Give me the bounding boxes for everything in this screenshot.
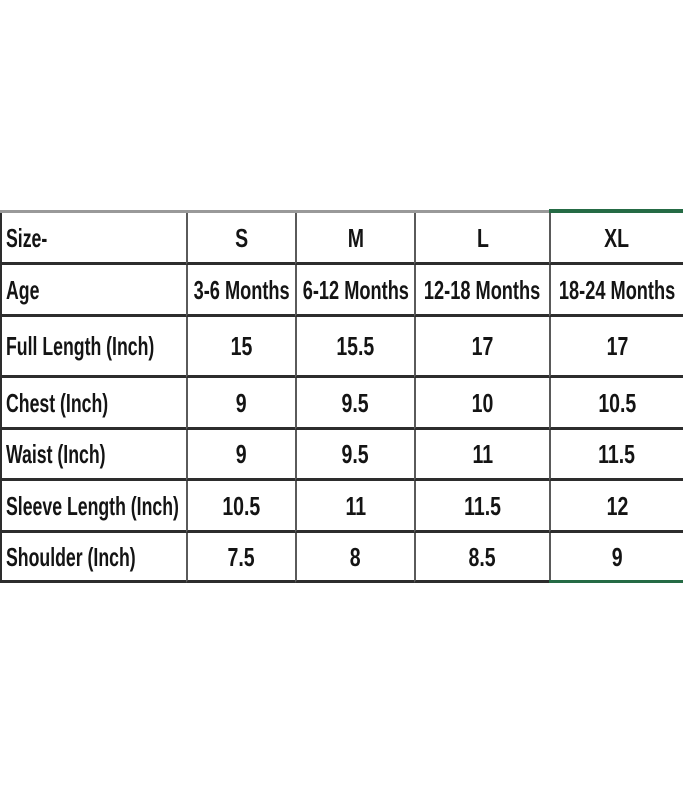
measurement-label: Chest (Inch) [6,387,109,418]
measurement-value: 11 [345,490,366,521]
measurement-value: 17 [606,331,628,361]
measurement-value-cell: 11 [414,430,549,481]
age-value-cell-m: 6-12 Months [295,265,414,317]
measurement-value-cell: 17 [414,317,549,378]
age-value-s: 3-6 Months [193,274,290,305]
measurement-value: 11.5 [464,490,501,521]
measurement-value-cell: 9 [186,430,295,481]
measurement-value-cell: 15 [186,317,295,378]
measurement-value: 9.5 [341,439,370,469]
measurement-value: 15.5 [336,331,375,361]
measurement-value-cell: 8.5 [414,533,549,583]
age-label: Age [6,274,40,305]
size-header-s: S [234,222,249,253]
age-value-xl: 18-24 Months [558,274,676,305]
table-top-border [0,210,549,213]
measurement-label-cell: Sleeve Length (Inch) [0,481,186,533]
measurement-value-cell: 8 [295,533,414,583]
corner-size-label: Size- [6,222,48,253]
measurement-value: 10.5 [222,490,261,521]
size-chart-table: Size- S M L XL Age 3-6 Months 6-12 Month… [0,209,683,583]
size-header-m: M [347,222,364,253]
measurement-label-cell: Full Length (Inch) [0,317,186,378]
measurement-value-cell: 15.5 [295,317,414,378]
measurement-label: Waist (Inch) [6,439,106,469]
measurement-value-cell: 9.5 [295,430,414,481]
size-header-l: L [476,222,489,253]
size-header-cell-xl: XL [549,213,683,265]
measurement-value-cell: 10.5 [549,378,683,430]
measurement-value-cell: 10.5 [186,481,295,533]
measurement-label: Sleeve Length (Inch) [6,490,179,521]
age-value-cell-l: 12-18 Months [414,265,549,317]
measurement-label-cell: Waist (Inch) [0,430,186,481]
measurement-value-cell: 7.5 [186,533,295,583]
measurement-value: 10.5 [598,387,636,418]
measurement-value-cell: 12 [549,481,683,533]
measurement-value-cell: 11 [295,481,414,533]
measurement-value-cell: 11.5 [549,430,683,481]
measurement-value: 7.5 [227,541,256,572]
measurement-label-cell: Shoulder (Inch) [0,533,186,583]
measurement-value-cell: 9.5 [295,378,414,430]
measurement-value: 17 [471,331,494,361]
size-header-cell-m: M [295,213,414,265]
measurement-value: 9 [611,541,623,572]
measurement-label-cell: Chest (Inch) [0,378,186,430]
size-header-cell-s: S [186,213,295,265]
measurement-value-cell: 17 [549,317,683,378]
size-header-xl: XL [604,222,630,253]
measurement-value: 8.5 [468,541,497,572]
measurement-label: Shoulder (Inch) [6,541,136,572]
measurement-value-cell: 9 [186,378,295,430]
measurement-value: 8 [350,541,361,572]
age-value-m: 6-12 Months [302,274,409,305]
measurement-value: 11 [472,439,493,469]
measurement-value: 15 [230,331,253,361]
measurement-value: 11.5 [598,439,636,469]
measurement-value: 9 [236,387,247,418]
measurement-label: Full Length (Inch) [6,331,155,361]
measurement-value: 9.5 [341,387,370,418]
age-label-cell: Age [0,265,186,317]
measurement-value-cell: 9 [549,533,683,583]
age-value-l: 12-18 Months [424,274,541,305]
corner-size-label-cell: Size- [0,213,186,265]
measurement-value: 9 [236,439,247,469]
age-value-cell-xl: 18-24 Months [549,265,683,317]
measurement-value-cell: 10 [414,378,549,430]
xl-column-top-accent-line [549,209,683,213]
measurement-value: 12 [606,490,628,521]
xl-column-bottom-accent-line [549,580,683,583]
size-chart-grid: Size- S M L XL Age 3-6 Months 6-12 Month… [0,213,683,583]
age-value-cell-s: 3-6 Months [186,265,295,317]
measurement-value: 10 [471,387,494,418]
size-header-cell-l: L [414,213,549,265]
measurement-value-cell: 11.5 [414,481,549,533]
